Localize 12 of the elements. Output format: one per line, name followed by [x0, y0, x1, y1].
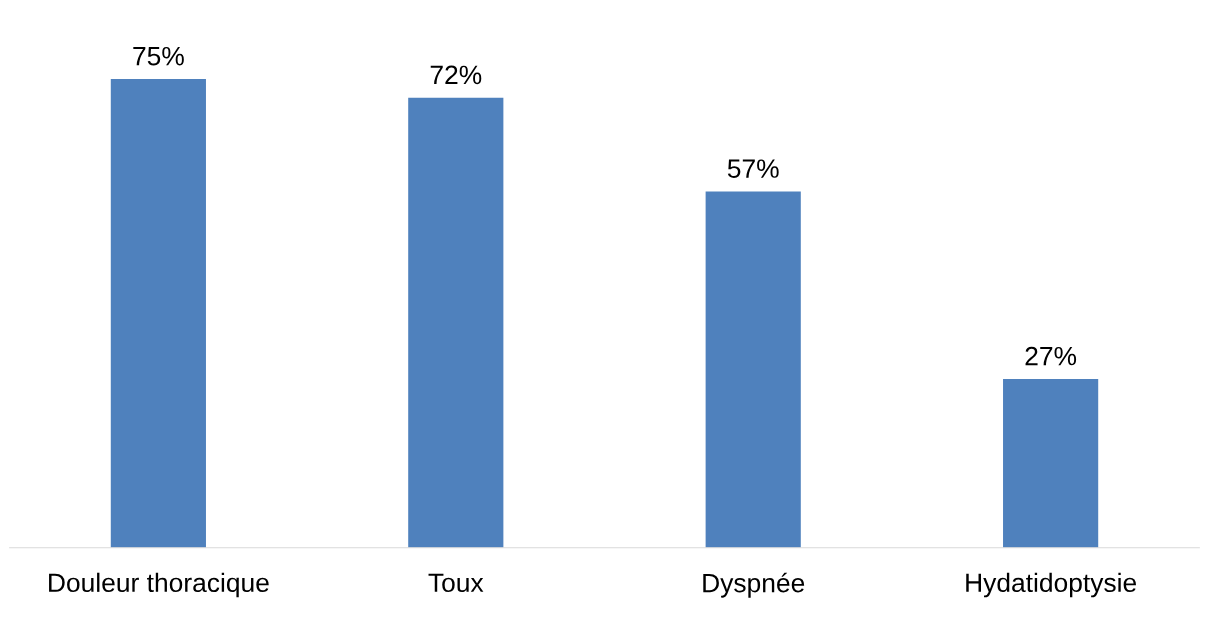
- x-tick-label: Douleur thoracique: [49, 572, 269, 598]
- data-label: 72%: [430, 65, 482, 85]
- x-tick-label: Dyspnée: [703, 572, 805, 598]
- bar: [110, 79, 206, 548]
- x-tick-label: Toux: [428, 573, 484, 593]
- bar: [705, 191, 801, 548]
- data-label: 57%: [727, 159, 779, 178]
- x-tick-label: Hydatidoptysie: [966, 572, 1136, 598]
- bar: [408, 97, 504, 548]
- bar: [1003, 379, 1099, 548]
- data-label: 27%: [1025, 346, 1077, 366]
- data-label: 75%: [133, 46, 184, 66]
